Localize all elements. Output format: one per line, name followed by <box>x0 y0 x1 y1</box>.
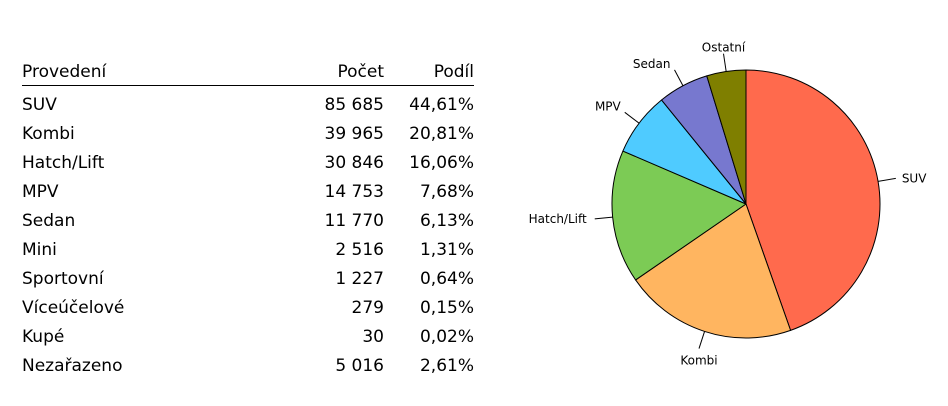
pie-label: Sedan <box>633 57 671 71</box>
row-share: 0,02% <box>419 326 474 347</box>
row-share: 2,61% <box>419 355 474 376</box>
table-row: SUV 85 685 44,61% <box>22 86 474 120</box>
row-body-type: Sportovní <box>22 268 104 289</box>
row-share: 0,15% <box>419 297 474 318</box>
header-body-type: Provedení <box>22 54 252 86</box>
row-count: 1 227 <box>335 268 384 289</box>
table-row: Kupé 30 0,02% <box>22 322 474 351</box>
row-body-type: Víceúčelové <box>22 297 125 318</box>
leader-line <box>594 216 613 220</box>
row-share: 7,68% <box>419 181 474 202</box>
table-row: Sedan 11 770 6,13% <box>22 206 474 235</box>
pie-label: MPV <box>595 99 622 113</box>
pie-label: Ostatní <box>702 41 746 55</box>
table-row: MPV 14 753 7,68% <box>22 177 474 206</box>
body-type-table: Provedení Počet Podíl SUV 85 685 44,61% … <box>22 54 474 380</box>
pie-leader-lines <box>594 53 896 349</box>
pie-slices <box>611 69 881 339</box>
table-row: Víceúčelové 279 0,15% <box>22 293 474 322</box>
row-share: 6,13% <box>419 210 474 231</box>
row-count: 39 965 <box>324 123 384 144</box>
row-share: 0,64% <box>419 268 474 289</box>
row-count: 14 753 <box>324 181 384 202</box>
row-share: 1,31% <box>419 239 474 260</box>
row-body-type: Sedan <box>22 210 76 231</box>
leader-line <box>624 111 640 124</box>
row-share: 20,81% <box>409 123 474 144</box>
pie-label: Hatch/Lift <box>529 212 587 226</box>
row-body-type: MPV <box>22 181 59 202</box>
table-row: Mini 2 516 1,31% <box>22 235 474 264</box>
row-count: 279 <box>351 297 384 318</box>
row-body-type: Kombi <box>22 123 75 144</box>
body-type-pie-chart: SUV Kombi Hatch/Lift MPV Sedan Ostatní <box>529 41 928 368</box>
header-share: Podíl <box>384 54 474 86</box>
pie-labels: SUV Kombi Hatch/Lift MPV Sedan Ostatní <box>529 41 928 368</box>
row-body-type: Hatch/Lift <box>22 152 105 173</box>
row-body-type: Nezařazeno <box>22 355 123 376</box>
table-row: Nezařazeno 5 016 2,61% <box>22 351 474 380</box>
table-row: Sportovní 1 227 0,64% <box>22 264 474 293</box>
row-share: 16,06% <box>409 152 474 173</box>
row-count: 30 846 <box>324 152 384 173</box>
row-count: 30 <box>362 326 384 347</box>
pie-label: SUV <box>902 171 927 185</box>
row-count: 11 770 <box>324 210 384 231</box>
row-count: 2 516 <box>335 239 384 260</box>
pie-slice-kombi <box>635 203 792 339</box>
leader-line <box>698 331 706 349</box>
header-count: Počet <box>252 54 384 86</box>
row-count: 5 016 <box>335 355 384 376</box>
pie-label: Kombi <box>680 354 717 368</box>
leader-line <box>723 53 727 72</box>
row-body-type: Mini <box>22 239 57 260</box>
pie-slice-suv <box>745 69 881 331</box>
leader-line <box>674 69 684 86</box>
leader-line <box>877 177 896 182</box>
pie-slice-ostatn- <box>706 69 747 205</box>
table-header-row: Provedení Počet Podíl <box>22 54 474 86</box>
table-row: Hatch/Lift 30 846 16,06% <box>22 148 474 177</box>
row-share: 44,61% <box>409 94 474 115</box>
row-body-type: SUV <box>22 94 57 115</box>
row-count: 85 685 <box>324 94 384 115</box>
table-row: Kombi 39 965 20,81% <box>22 119 474 148</box>
pie-slice-hatch-lift <box>611 150 747 281</box>
row-body-type: Kupé <box>22 326 65 347</box>
